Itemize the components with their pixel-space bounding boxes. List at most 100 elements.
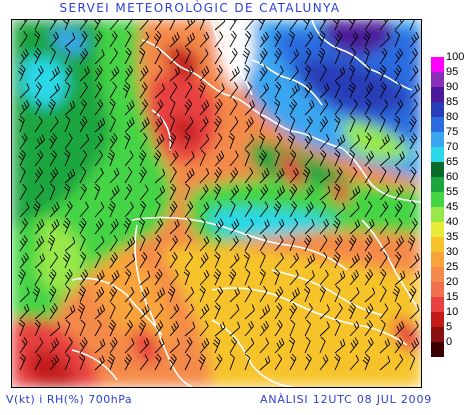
wind-barb [229,304,240,320]
wind-barb [364,82,374,99]
wind-barb [184,217,192,235]
wind-barb [122,81,131,99]
wind-barb [154,338,165,354]
legend-swatch [431,297,444,312]
wind-barb [124,47,132,65]
wind-barb [394,270,406,286]
wind-barb [274,81,282,99]
wind-barb [244,268,251,286]
legend-label: 85 [446,96,459,108]
wind-barb [19,100,30,116]
wind-barb [79,98,87,116]
humidity-wind-map [11,19,422,388]
wind-barb [259,320,269,337]
wind-barb [184,168,195,184]
wind-barb [199,184,209,201]
wind-barb [169,150,179,167]
wind-barb [274,286,284,303]
wind-barb [379,115,386,133]
wind-barb [229,48,238,65]
wind-barb [244,30,252,48]
wind-barb [94,236,105,252]
wind-barb [49,354,59,371]
wind-barb [139,287,150,303]
wind-barb [124,303,133,320]
legend-label: 25 [446,261,459,273]
wind-barb [62,251,71,269]
wind-barb [154,234,162,252]
wind-barb [94,319,102,337]
wind-barb [64,269,73,286]
wind-barb [199,303,210,320]
wind-barb [184,32,196,48]
wind-barb [304,201,314,218]
wind-barb [48,268,57,286]
wind-barb [214,20,226,31]
wind-barb [244,320,254,337]
wind-barb [213,115,222,133]
wind-barb [154,287,166,303]
wind-barb [19,31,28,48]
wind-barb [199,65,210,82]
wind-barb [244,20,254,31]
wind-barb [304,319,312,337]
wind-barb [34,150,44,167]
wind-barb [274,132,283,150]
wind-barb [64,353,71,371]
wind-barb [109,235,118,252]
wind-barb [379,355,391,371]
wind-barb [349,219,361,235]
wind-barb [348,234,357,252]
wind-barb [303,20,311,31]
wind-barb [273,268,280,286]
wind-barb [214,83,225,99]
wind-barb [49,83,60,99]
wind-barb [334,270,346,286]
wind-barb [244,183,252,201]
wind-barb [289,353,297,371]
wind-barb [34,98,42,116]
wind-barb [94,355,105,371]
wind-barb [124,150,134,167]
legend-swatch [431,57,444,72]
wind-barb [19,218,28,235]
wind-barb [124,268,132,286]
wind-barb [349,115,356,133]
wind-barb [349,354,360,371]
wind-barb [34,81,42,99]
wind-barb [379,303,389,320]
wind-barb [124,20,133,31]
wind-barb [259,219,270,235]
wind-barb [154,47,162,65]
wind-barb [364,219,375,235]
wind-barb [274,302,283,320]
wind-barb [34,235,45,252]
wind-barb [199,320,209,337]
wind-barb [409,320,419,337]
wind-barb [93,20,101,31]
wind-barb [124,236,136,252]
wind-barb [64,115,71,133]
wind-barb [19,353,27,371]
wind-barbs [17,20,421,371]
wind-barb [19,166,26,184]
wind-barb [169,49,180,65]
wind-barb [199,337,210,354]
wind-barb [394,184,404,201]
wind-barb [109,285,117,303]
wind-barb [379,218,389,235]
wind-barb [348,20,356,31]
wind-barb [334,183,341,201]
wind-barb [274,115,281,133]
wind-barb [49,47,56,65]
wind-barb [409,353,416,371]
wind-barb [139,65,149,82]
wind-barb [34,65,44,82]
wind-barb [243,64,251,82]
wind-barb [109,302,116,320]
legend-swatch [431,132,444,147]
wind-barb [274,219,285,235]
wind-barb [169,219,180,235]
wind-barb [19,202,30,218]
wind-barb [242,47,250,65]
